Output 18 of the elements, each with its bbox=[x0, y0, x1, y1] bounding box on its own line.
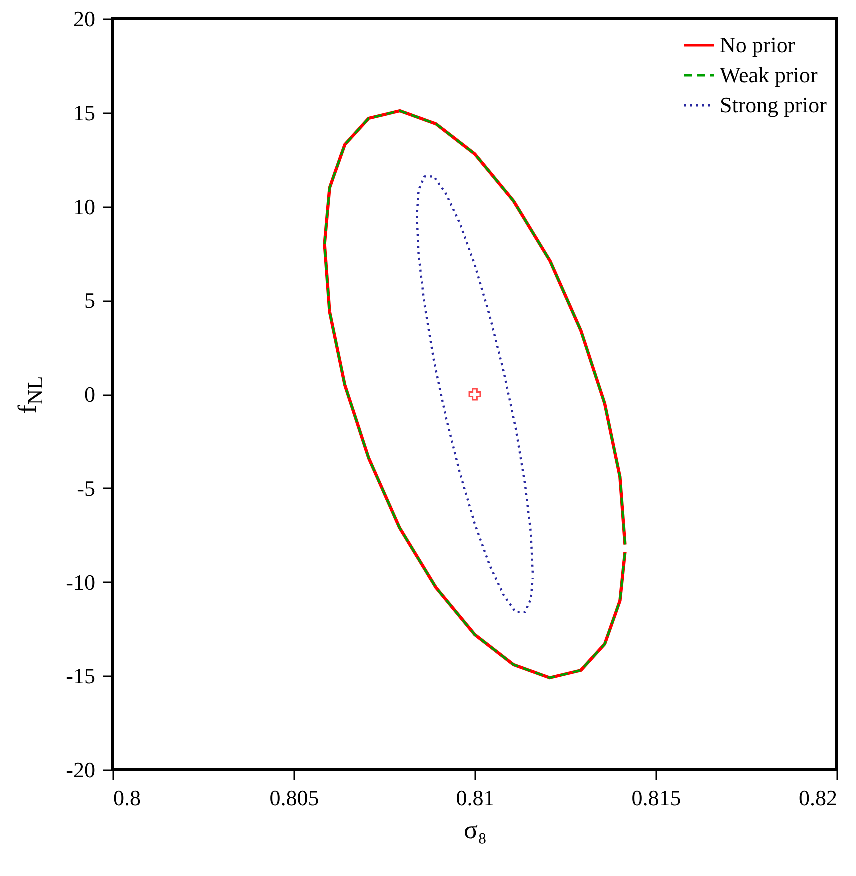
y-tick-label: -10 bbox=[66, 570, 96, 595]
y-tick-label: 5 bbox=[84, 288, 96, 314]
x-axis-title: σ₈ bbox=[464, 816, 488, 844]
x-tick-label: 0.815 bbox=[632, 786, 682, 810]
y-tick-label: -15 bbox=[66, 664, 96, 689]
y-tick-label: 10 bbox=[74, 194, 96, 220]
y-tick-label: 20 bbox=[74, 6, 96, 32]
x-tick-label: 0.805 bbox=[270, 786, 320, 810]
x-tick-label: 0.8 bbox=[114, 786, 141, 810]
y-tick-label: -5 bbox=[77, 476, 96, 501]
x-tick-label: 0.81 bbox=[456, 786, 495, 810]
legend-label: Strong prior bbox=[720, 92, 828, 118]
y-tick-label: 0 bbox=[84, 382, 96, 407]
x-tick-label: 0.82 bbox=[799, 786, 838, 810]
y-tick-label: 15 bbox=[74, 100, 96, 126]
legend-label: Weak prior bbox=[720, 62, 818, 88]
legend-label: No prior bbox=[720, 32, 796, 58]
y-tick-label: -20 bbox=[66, 758, 96, 782]
